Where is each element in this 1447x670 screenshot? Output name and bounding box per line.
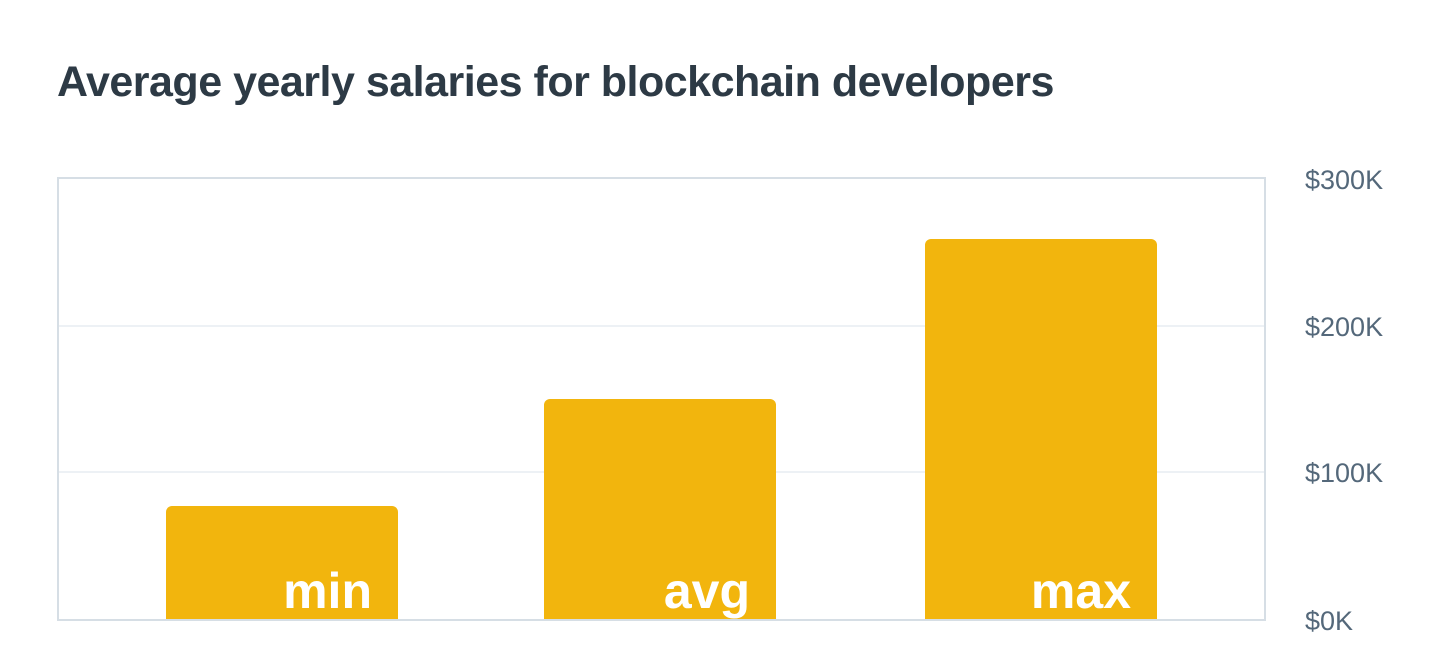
plot-area: min avg max [57, 177, 1266, 621]
bar-label-max: max [1030, 563, 1131, 619]
y-tick-0k: $0K [1305, 606, 1354, 636]
chart-title: Average yearly salaries for blockchain d… [57, 58, 1054, 106]
y-tick-200k: $200K [1305, 312, 1384, 342]
bar-label-min: min [283, 563, 372, 619]
y-tick-100k: $100K [1305, 458, 1384, 488]
bar-min[interactable]: min [166, 506, 398, 619]
gridline-200k [59, 324, 1264, 327]
bar-label-avg: avg [663, 563, 750, 619]
bar-max[interactable]: max [925, 239, 1157, 619]
y-tick-300k: $300K [1305, 165, 1384, 195]
bar-avg[interactable]: avg [544, 399, 776, 619]
